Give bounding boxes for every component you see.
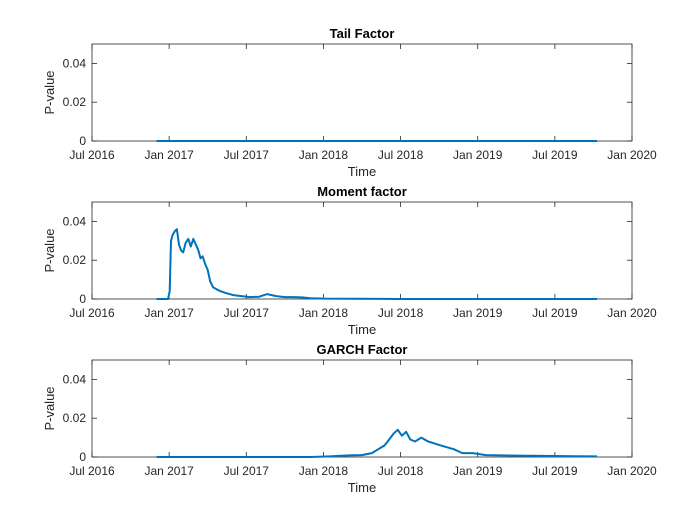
x-axis-label: Time xyxy=(348,480,376,495)
x-tick-label: Jan 2017 xyxy=(144,306,194,320)
x-tick-label: Jul 2017 xyxy=(224,464,270,478)
x-tick-label: Jan 2017 xyxy=(144,148,194,162)
x-tick-label: Jan 2019 xyxy=(453,148,503,162)
x-axis-label: Time xyxy=(348,164,376,179)
y-tick-label: 0 xyxy=(79,450,86,464)
x-tick-label: Jul 2019 xyxy=(532,148,578,162)
y-tick-label: 0.04 xyxy=(63,56,87,70)
series-line-1 xyxy=(156,228,597,300)
plot-title: Moment factor xyxy=(317,184,407,199)
y-axis-label: P-value xyxy=(42,228,57,272)
subplot-2: Moment factor Jul 2016 Jan 2017 Jul 2017 Jan… xyxy=(42,184,657,337)
axes-box xyxy=(91,201,633,300)
x-tick-label: Jul 2016 xyxy=(69,148,115,162)
y-tick-label: 0.02 xyxy=(63,411,87,425)
x-tick-label: Jul 2016 xyxy=(69,464,115,478)
x-tick-label: Jan 2018 xyxy=(299,148,349,162)
y-axis-label: P-value xyxy=(42,386,57,430)
axes-box xyxy=(91,359,633,458)
x-tick-label: Jan 2019 xyxy=(453,306,503,320)
x-tick-label: Jan 2020 xyxy=(607,464,657,478)
y-axis-label: P-value xyxy=(42,70,57,114)
y-tick-label: 0.02 xyxy=(63,253,87,267)
x-tick-label: Jul 2016 xyxy=(69,306,115,320)
x-tick-label: Jul 2018 xyxy=(378,148,424,162)
y-tick-label: 0.04 xyxy=(63,372,87,386)
x-tick-label: Jul 2017 xyxy=(224,148,270,162)
x-tick-label: Jul 2019 xyxy=(532,464,578,478)
y-tick-label: 0.02 xyxy=(63,95,87,109)
x-tick-label: Jul 2017 xyxy=(224,306,270,320)
x-tick-label: Jan 2019 xyxy=(453,464,503,478)
x-axis-label: Time xyxy=(348,322,376,337)
x-tick-label: Jul 2018 xyxy=(378,464,424,478)
x-tick-label: Jan 2018 xyxy=(299,464,349,478)
plot-title: GARCH Factor xyxy=(316,342,407,357)
x-tick-label: Jul 2018 xyxy=(378,306,424,320)
series-line-1 xyxy=(156,428,598,458)
y-tick-label: 0.04 xyxy=(63,214,87,228)
subplot-1: Tail Factor Jul 2016 Jan 2017 Jul 2017 Jan 2… xyxy=(42,26,657,179)
x-tick-label: Jan 2020 xyxy=(607,148,657,162)
y-tick-label: 0 xyxy=(79,292,86,306)
axes-box xyxy=(91,43,633,142)
x-tick-label: Jul 2019 xyxy=(532,306,578,320)
subplot-3: GARCH Factor Jul 2016 Jan 2017 Jul 2017 Jan … xyxy=(42,342,657,495)
x-tick-label: Jan 2020 xyxy=(607,306,657,320)
plot-title: Tail Factor xyxy=(330,26,395,41)
x-tick-label: Jan 2017 xyxy=(144,464,194,478)
x-tick-label: Jan 2018 xyxy=(299,306,349,320)
y-tick-label: 0 xyxy=(79,134,86,148)
